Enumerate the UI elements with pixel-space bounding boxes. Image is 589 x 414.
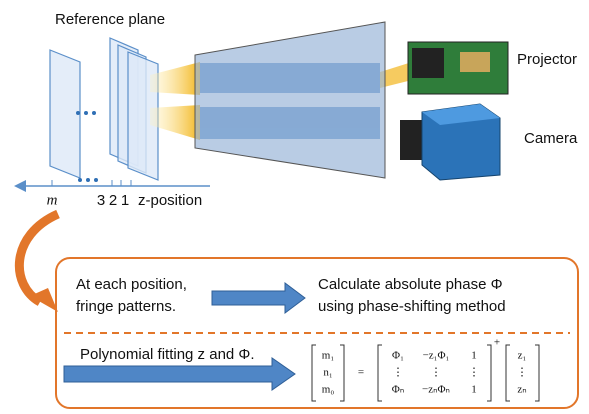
axis-label: z-position bbox=[138, 192, 202, 209]
step-text: Calculate absolute phase Φ bbox=[318, 276, 503, 293]
matrix-entry: −z₁Φ₁ bbox=[423, 350, 450, 362]
axis-label: 3 bbox=[97, 192, 105, 209]
matrix-entry: z₁ bbox=[518, 350, 527, 362]
matrix-entry: 1 bbox=[471, 350, 477, 362]
label: Reference plane bbox=[55, 11, 165, 28]
projector-icon bbox=[408, 42, 508, 94]
step-text: At each position, bbox=[76, 276, 187, 293]
superscript: + bbox=[494, 337, 500, 349]
matrix-entry: zₙ bbox=[517, 384, 526, 396]
reference-planes bbox=[50, 38, 158, 180]
matrix-entry: ⋮ bbox=[469, 367, 480, 379]
matrix-entry: n₁ bbox=[323, 367, 333, 379]
label: Camera bbox=[524, 130, 578, 147]
flow-arrow bbox=[19, 214, 58, 302]
housing bbox=[195, 22, 385, 178]
diagram: Reference plane Projector Camera m 3 2 1… bbox=[0, 0, 589, 414]
matrix-entry: ⋮ bbox=[431, 367, 442, 379]
matrix-entry: Φₙ bbox=[392, 384, 404, 396]
label: Projector bbox=[517, 51, 577, 68]
arrow bbox=[212, 283, 305, 313]
axis-ticks bbox=[52, 180, 131, 186]
camera-icon bbox=[400, 104, 500, 180]
equals: = bbox=[358, 367, 364, 379]
axis-label: 2 bbox=[109, 192, 117, 209]
axis-label: m bbox=[47, 192, 58, 208]
step-text: using phase-shifting method bbox=[318, 298, 506, 315]
step-text: Polynomial fitting z and Φ. bbox=[80, 346, 255, 363]
step-text: fringe patterns. bbox=[76, 298, 176, 315]
matrix-entry: m₀ bbox=[322, 384, 335, 396]
matrix-entry: −zₙΦₙ bbox=[422, 384, 450, 396]
matrix-entry: 1 bbox=[471, 384, 477, 396]
matrix-entry: ⋮ bbox=[517, 367, 528, 379]
matrix-entry: ⋮ bbox=[393, 367, 404, 379]
matrix-entry: m₁ bbox=[322, 350, 335, 362]
matrix-entry: Φ₁ bbox=[392, 350, 404, 362]
axis-label: 1 bbox=[121, 192, 129, 209]
